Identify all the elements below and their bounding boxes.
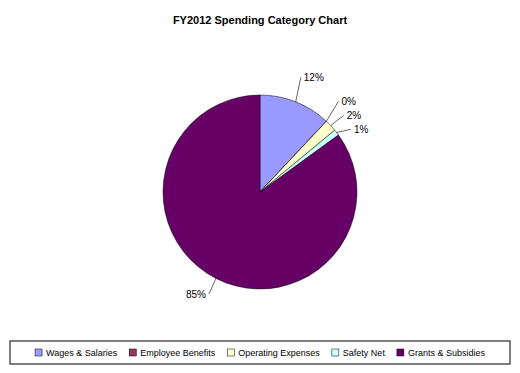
title: FY2012 Spending Category Chart	[173, 14, 348, 26]
data-label: 1%	[354, 124, 369, 135]
pie	[163, 95, 357, 289]
legend-box	[10, 341, 510, 364]
legend-swatch	[129, 349, 136, 356]
legend-swatch	[397, 349, 404, 356]
data-label: 12%	[304, 72, 324, 83]
data-label: 85%	[186, 289, 206, 300]
leader-line	[331, 115, 344, 125]
legend-label: Employee Benefits	[140, 348, 216, 358]
legend-swatch	[35, 349, 42, 356]
legend-item: Employee Benefits	[129, 348, 216, 358]
data-labels: 12% 0% 2% 1% 85%	[186, 72, 369, 300]
legend-item: Grants & Subsidies	[397, 348, 486, 358]
legend-item: Safety Net	[332, 348, 386, 358]
legend-swatch	[227, 349, 234, 356]
background	[0, 0, 520, 373]
legend-label: Safety Net	[343, 348, 386, 358]
legend-item: Wages & Salaries	[35, 348, 118, 358]
leader-line	[296, 77, 301, 101]
legend-swatch	[332, 349, 339, 356]
chart: FY2012 Spending Category Chart 12% 0% 2% 1% 8…	[0, 0, 520, 373]
legend-label: Wages & Salaries	[46, 348, 118, 358]
legend: Wages & Salaries Employee Benefits Operati…	[10, 341, 510, 364]
legend-item: Operating Expenses	[227, 348, 320, 358]
leader-line	[337, 129, 351, 132]
data-label: 2%	[347, 110, 362, 121]
pie-slice	[163, 95, 357, 289]
leader-line	[209, 278, 216, 294]
legend-label: Operating Expenses	[238, 348, 320, 358]
data-label: 0%	[341, 96, 356, 107]
leader-line	[326, 101, 338, 121]
legend-label: Grants & Subsidies	[408, 348, 486, 358]
